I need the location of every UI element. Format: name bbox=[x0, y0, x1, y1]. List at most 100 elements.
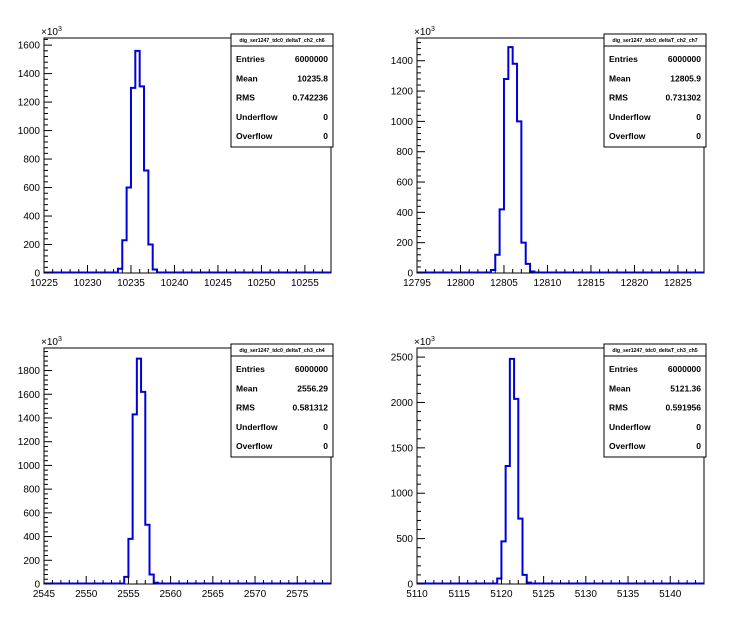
y-tick-label: 1000 bbox=[391, 117, 414, 128]
stats-underflow-value: 0 bbox=[696, 422, 701, 432]
x-tick-label: 5135 bbox=[617, 589, 640, 600]
y-tick-label: 0 bbox=[407, 269, 413, 280]
histogram-panel-2: 12795 12800 12805 12810 12815 12820 12825 0 200 4… bbox=[391, 26, 707, 289]
y-tick-label: 1800 bbox=[18, 366, 41, 377]
histogram-bin-3 bbox=[133, 414, 137, 584]
y-multiplier-label: ×103 bbox=[414, 26, 435, 38]
stats-overflow-label: Overflow bbox=[609, 131, 646, 141]
y-tick-label: 600 bbox=[396, 178, 413, 189]
histogram-bin-3 bbox=[127, 188, 131, 273]
x-tick-label: 10230 bbox=[74, 278, 102, 289]
x-tick-label: 10245 bbox=[204, 278, 232, 289]
stats-entries-label: Entries bbox=[236, 54, 265, 64]
histogram-bin-7 bbox=[144, 170, 148, 273]
histogram-bin-5 bbox=[135, 51, 139, 273]
y-tick-label: 1000 bbox=[391, 489, 414, 500]
y-tick-label: 800 bbox=[396, 147, 413, 158]
histogram-bin-6 bbox=[140, 86, 144, 273]
x-tick-label: 12795 bbox=[403, 278, 431, 289]
stats-entries-label: Entries bbox=[609, 364, 638, 374]
y-tick-label: 2000 bbox=[391, 398, 414, 409]
x-tick-label: 12810 bbox=[534, 278, 562, 289]
x-tick-label: 12805 bbox=[490, 278, 518, 289]
x-tick-label: 5110 bbox=[406, 589, 428, 600]
stats-overflow-value: 0 bbox=[696, 131, 701, 141]
stats-underflow-label: Underflow bbox=[609, 112, 651, 122]
stats-mean-value: 12805.9 bbox=[670, 73, 701, 83]
stats-box: dig_ser1247_tdc0_deltaT_ch3_ch4 Entries 60… bbox=[230, 343, 334, 458]
histogram-bin-2 bbox=[128, 539, 132, 584]
y-tick-label: 400 bbox=[23, 532, 40, 543]
stats-rms-label: RMS bbox=[609, 403, 628, 413]
histogram-bin-4 bbox=[504, 79, 508, 273]
y-multiplier-label: ×103 bbox=[41, 26, 62, 38]
histogram-bin-3 bbox=[506, 466, 510, 584]
stats-mean-value: 5121.36 bbox=[670, 383, 701, 393]
stats-mean-label: Mean bbox=[236, 383, 258, 393]
y-tick-label: 0 bbox=[34, 580, 40, 591]
y-tick-label: 1400 bbox=[391, 56, 414, 67]
x-tick-label: 5130 bbox=[575, 589, 598, 600]
histogram-outline bbox=[417, 46, 704, 274]
histogram-bin-6 bbox=[513, 64, 517, 273]
histogram-bin-5 bbox=[141, 392, 145, 584]
y-multiplier-label: ×103 bbox=[414, 336, 435, 348]
y-tick-label: 1000 bbox=[18, 461, 41, 472]
stats-entries-label: Entries bbox=[609, 54, 638, 64]
y-tick-label: 1200 bbox=[18, 98, 41, 109]
stats-rms-value: 0.731302 bbox=[666, 93, 702, 103]
x-tick-label: 2560 bbox=[159, 589, 182, 600]
x-tick-label: 5125 bbox=[532, 589, 555, 600]
histogram-bin-6 bbox=[145, 525, 149, 584]
stats-box-frame bbox=[230, 33, 334, 148]
y-tick-label: 1600 bbox=[18, 41, 41, 52]
y-tick-label: 800 bbox=[23, 155, 40, 166]
histogram-bin-3 bbox=[500, 209, 504, 273]
histogram-panel-1: 10225 10230 10235 10240 10245 10250 10255 0 200 4… bbox=[18, 26, 334, 289]
y-tick-label: 400 bbox=[396, 208, 413, 219]
stats-entries-value: 6000000 bbox=[668, 54, 701, 64]
x-tick-label: 2570 bbox=[244, 589, 267, 600]
x-tick-label: 5140 bbox=[659, 589, 682, 600]
stats-overflow-label: Overflow bbox=[236, 441, 273, 451]
stats-overflow-value: 0 bbox=[323, 441, 328, 451]
x-tick-label: 10255 bbox=[291, 278, 319, 289]
y-tick-label: 600 bbox=[23, 508, 40, 519]
stats-underflow-label: Underflow bbox=[236, 112, 278, 122]
y-tick-label: 1400 bbox=[18, 69, 41, 80]
stats-underflow-value: 0 bbox=[323, 422, 328, 432]
x-tick-label: 5120 bbox=[490, 589, 513, 600]
histogram-bin-1 bbox=[491, 270, 495, 273]
stats-histogram-name: dig_ser1247_tdc0_deltaT_ch2_ch6 bbox=[239, 38, 324, 44]
y-tick-label: 0 bbox=[407, 580, 413, 591]
y-tick-label: 1000 bbox=[18, 126, 41, 137]
histogram-bin-6 bbox=[518, 519, 522, 584]
stats-mean-label: Mean bbox=[236, 73, 258, 83]
y-tick-label: 200 bbox=[396, 238, 413, 249]
stats-entries-value: 6000000 bbox=[668, 364, 701, 374]
x-tick-label: 10235 bbox=[117, 278, 145, 289]
histogram-bin-4 bbox=[131, 88, 135, 273]
histogram-bin-2 bbox=[122, 240, 126, 273]
histogram-bin-1 bbox=[497, 579, 501, 584]
histogram-panel-3: 2545 2550 2555 2560 2565 2570 2575 0 200 400 600 80… bbox=[18, 336, 334, 600]
x-tick-label: 10240 bbox=[161, 278, 189, 289]
histogram-bin-2 bbox=[501, 541, 505, 584]
stats-histogram-name: dig_ser1247_tdc0_deltaT_ch2_ch7 bbox=[612, 38, 697, 44]
histogram-bin-8 bbox=[521, 243, 525, 273]
histogram-bin-4 bbox=[510, 359, 514, 584]
y-tick-label: 1200 bbox=[18, 437, 41, 448]
stats-underflow-label: Underflow bbox=[236, 422, 278, 432]
stats-entries-value: 6000000 bbox=[295, 364, 328, 374]
stats-box: dig_ser1247_tdc0_deltaT_ch3_ch5 Entries 60… bbox=[603, 343, 707, 458]
y-multiplier-label: ×103 bbox=[41, 336, 62, 348]
histogram-bin-7 bbox=[523, 575, 527, 584]
histogram-bin-5 bbox=[514, 399, 518, 584]
histogram-bin-9 bbox=[526, 264, 530, 273]
y-tick-label: 200 bbox=[23, 556, 40, 567]
x-tick-label: 2555 bbox=[117, 589, 140, 600]
histogram-bin-2 bbox=[495, 255, 499, 273]
stats-mean-value: 2556.29 bbox=[297, 383, 328, 393]
stats-overflow-label: Overflow bbox=[609, 441, 646, 451]
